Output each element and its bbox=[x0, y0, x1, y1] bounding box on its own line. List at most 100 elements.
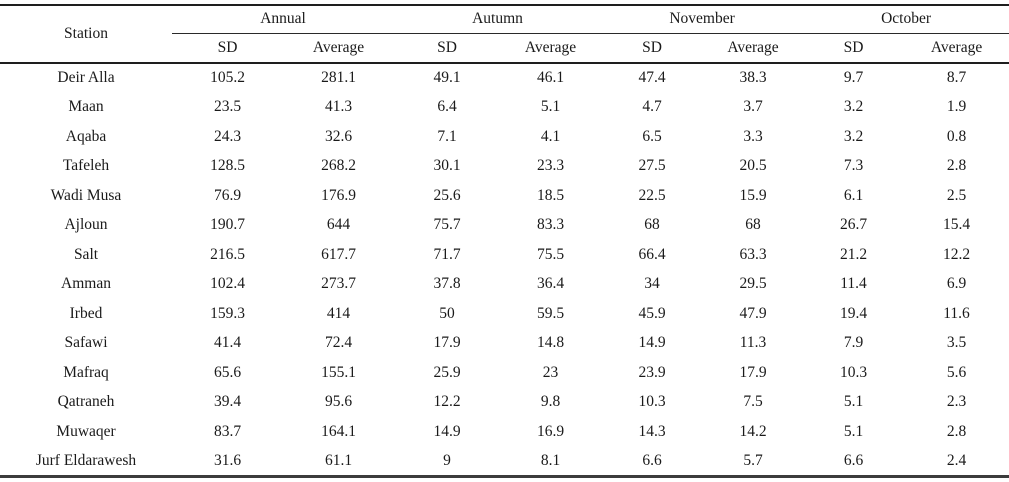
value-cell: 83.3 bbox=[536, 216, 565, 234]
value-cell: 159.3 bbox=[210, 304, 245, 322]
value-cell: 2.4 bbox=[946, 451, 967, 469]
value-cell: 8.1 bbox=[540, 451, 561, 469]
value-cell: 5.7 bbox=[743, 451, 763, 469]
value-cell: 273.7 bbox=[321, 275, 356, 293]
value-cell: 2.5 bbox=[946, 186, 967, 204]
station-cell: Maan bbox=[68, 98, 104, 116]
value-cell: 5.6 bbox=[946, 363, 967, 381]
table-body: Deir Alla 105.2 281.1 49.1 46.1 47.4 38.3 9.7 8.… bbox=[0, 63, 1009, 476]
value-cell: 23.3 bbox=[536, 157, 565, 175]
value-cell: 6.6 bbox=[843, 451, 864, 469]
value-cell: 37.8 bbox=[433, 275, 461, 293]
value-cell: 5.1 bbox=[540, 98, 561, 116]
value-cell: 164.1 bbox=[321, 422, 356, 440]
value-cell: 3.2 bbox=[843, 127, 864, 145]
value-cell: 10.3 bbox=[638, 393, 666, 411]
table-row: Maan 23.5 41.3 6.4 5.1 4.7 3.7 3.2 1.9 bbox=[0, 93, 1009, 123]
value-cell: 268.2 bbox=[321, 157, 356, 175]
station-cell: Tafeleh bbox=[62, 157, 110, 175]
subheader-annual-sd: SD bbox=[172, 33, 283, 64]
table-row: Ajloun 190.7 644 75.7 83.3 68 68 26.7 15.4 bbox=[0, 211, 1009, 241]
value-cell: 63.3 bbox=[739, 245, 767, 263]
value-cell: 50 bbox=[439, 304, 455, 322]
value-cell: 22.5 bbox=[638, 186, 666, 204]
value-cell: 72.4 bbox=[324, 334, 353, 352]
group-header-annual: Annual bbox=[172, 5, 395, 34]
value-cell: 281.1 bbox=[321, 69, 356, 87]
station-cell: Amman bbox=[61, 275, 111, 293]
value-cell: 6.9 bbox=[946, 275, 967, 293]
value-cell: 216.5 bbox=[210, 245, 245, 263]
value-cell: 17.9 bbox=[739, 363, 767, 381]
table-header: Station Annual Autumn November October S… bbox=[0, 5, 1009, 64]
value-cell: 47.4 bbox=[638, 69, 666, 87]
station-column-header: Station bbox=[0, 5, 172, 64]
value-cell: 14.2 bbox=[739, 422, 767, 440]
table-row: Qatraneh 39.4 95.6 12.2 9.8 10.3 7.5 5.1 2.3 bbox=[0, 388, 1009, 418]
value-cell: 6.4 bbox=[437, 98, 457, 116]
value-cell: 644 bbox=[326, 216, 351, 234]
subheader-annual-average: Average bbox=[283, 33, 395, 64]
value-cell: 0.8 bbox=[946, 127, 967, 145]
value-cell: 190.7 bbox=[210, 216, 245, 234]
group-header-autumn: Autumn bbox=[394, 5, 602, 34]
value-cell: 46.1 bbox=[536, 69, 565, 87]
table-row: Safawi 41.4 72.4 17.9 14.8 14.9 11.3 7.9 3.5 bbox=[0, 329, 1009, 359]
value-cell: 49.1 bbox=[433, 69, 461, 87]
value-cell: 26.7 bbox=[839, 216, 868, 234]
value-cell: 6.5 bbox=[642, 127, 662, 145]
value-cell: 15.4 bbox=[942, 216, 971, 234]
value-cell: 20.5 bbox=[739, 157, 767, 175]
value-cell: 1.9 bbox=[946, 98, 967, 116]
value-cell: 14.8 bbox=[536, 334, 565, 352]
value-cell: 18.5 bbox=[536, 186, 565, 204]
table-row: Aqaba 24.3 32.6 7.1 4.1 6.5 3.3 3.2 0.8 bbox=[0, 122, 1009, 152]
value-cell: 23 bbox=[542, 363, 559, 381]
value-cell: 7.5 bbox=[743, 393, 763, 411]
value-cell: 5.1 bbox=[843, 422, 864, 440]
value-cell: 4.1 bbox=[540, 127, 561, 145]
group-header-row: Station Annual Autumn November October bbox=[0, 5, 1009, 64]
value-cell: 95.6 bbox=[324, 393, 353, 411]
value-cell: 21.2 bbox=[839, 245, 868, 263]
value-cell: 414 bbox=[326, 304, 351, 322]
value-cell: 617.7 bbox=[321, 245, 356, 263]
value-cell: 65.6 bbox=[213, 363, 242, 381]
value-cell: 176.9 bbox=[321, 186, 356, 204]
value-cell: 2.8 bbox=[946, 422, 967, 440]
value-cell: 3.3 bbox=[743, 127, 763, 145]
value-cell: 66.4 bbox=[638, 245, 666, 263]
value-cell: 71.7 bbox=[433, 245, 461, 263]
table-row: Mafraq 65.6 155.1 25.9 23 23.9 17.9 10.3 5.6 bbox=[0, 358, 1009, 388]
value-cell: 68 bbox=[745, 216, 761, 234]
value-cell: 7.9 bbox=[843, 334, 864, 352]
value-cell: 39.4 bbox=[213, 393, 242, 411]
value-cell: 9.7 bbox=[843, 69, 864, 87]
value-cell: 4.7 bbox=[642, 98, 662, 116]
value-cell: 31.6 bbox=[213, 451, 242, 469]
value-cell: 25.6 bbox=[433, 186, 461, 204]
subheader-november-average: Average bbox=[703, 33, 804, 64]
value-cell: 12.2 bbox=[433, 393, 461, 411]
value-cell: 102.4 bbox=[210, 275, 245, 293]
value-cell: 3.2 bbox=[843, 98, 864, 116]
value-cell: 3.7 bbox=[743, 98, 763, 116]
station-cell: Deir Alla bbox=[57, 69, 115, 87]
value-cell: 11.3 bbox=[739, 334, 767, 352]
subheader-row: SD Average SD Average SD Average SD Aver… bbox=[0, 33, 1009, 64]
value-cell: 14.9 bbox=[433, 422, 461, 440]
value-cell: 16.9 bbox=[536, 422, 565, 440]
station-cell: Jurf Eldarawesh bbox=[35, 451, 137, 469]
subheader-october-average: Average bbox=[904, 33, 1009, 64]
table-row: Amman 102.4 273.7 37.8 36.4 34 29.5 11.4 6.9 bbox=[0, 270, 1009, 300]
value-cell: 9 bbox=[443, 451, 451, 469]
table-row: Wadi Musa 76.9 176.9 25.6 18.5 22.5 15.9 6.1 2.5 bbox=[0, 181, 1009, 211]
group-header-november: November bbox=[601, 5, 804, 34]
value-cell: 10.3 bbox=[839, 363, 868, 381]
value-cell: 6.1 bbox=[843, 186, 864, 204]
value-cell: 15.9 bbox=[739, 186, 767, 204]
station-cell: Aqaba bbox=[65, 127, 107, 145]
station-cell: Ajloun bbox=[64, 216, 108, 234]
station-cell: Salt bbox=[73, 245, 99, 263]
